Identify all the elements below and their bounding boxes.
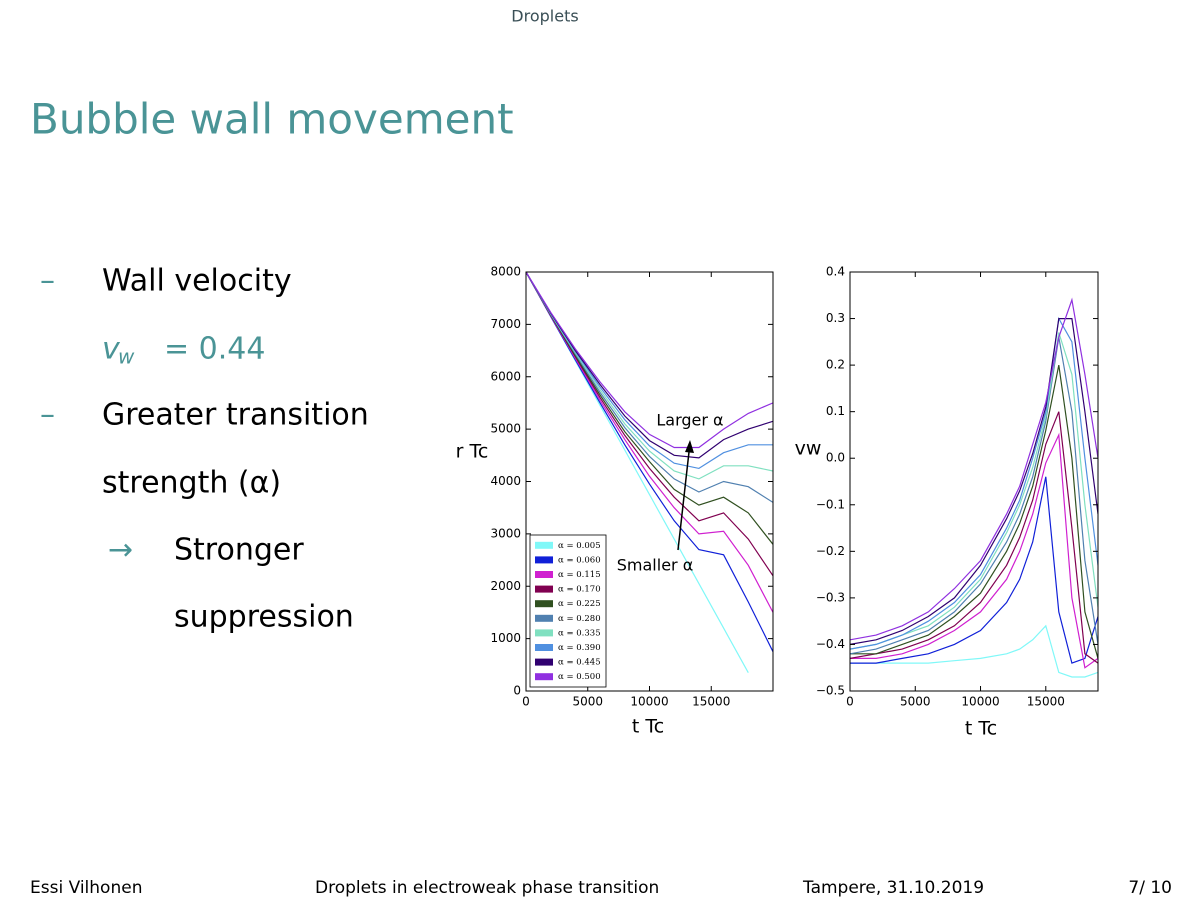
footer-place: Tampere, 31.10.2019 xyxy=(802,878,984,898)
y-tick-label: 7000 xyxy=(490,317,521,331)
math-var: v xyxy=(102,332,121,367)
y-tick-label: 8000 xyxy=(490,265,521,279)
bullet-text: suppression xyxy=(174,600,354,635)
y-tick-label: 6000 xyxy=(490,369,521,383)
series-line xyxy=(850,432,1098,669)
legend-label: α = 0.060 xyxy=(558,555,601,565)
y-axis-label: r Tc xyxy=(456,441,489,463)
legend-label: α = 0.390 xyxy=(558,643,601,653)
annotation: Smaller α xyxy=(617,556,694,575)
y-tick-label: −0.3 xyxy=(816,590,845,604)
legend-label: α = 0.115 xyxy=(558,570,601,580)
x-tick-label: 0 xyxy=(522,695,530,709)
x-axis-label: t Tc xyxy=(965,718,997,740)
series-line xyxy=(850,318,1098,645)
series-line xyxy=(850,476,1098,664)
y-tick-label: 0.2 xyxy=(826,358,845,372)
series-line xyxy=(526,272,773,613)
legend-label: α = 0.280 xyxy=(558,614,601,624)
y-tick-label: 4000 xyxy=(490,474,521,488)
y-tick-label: 0 xyxy=(513,684,521,698)
legend-swatch xyxy=(535,556,553,564)
x-tick-label: 0 xyxy=(846,695,854,709)
x-tick-label: 15000 xyxy=(1027,695,1065,709)
series-line xyxy=(526,272,773,545)
y-tick-label: −0.4 xyxy=(816,637,845,651)
footer-author: Essi Vilhonen xyxy=(30,878,142,898)
legend-swatch xyxy=(535,585,553,593)
charts: 0 5000 10000 15000 0 1000 2000 3000 4000 5000 6000… xyxy=(456,265,1099,740)
legend-label: α = 0.500 xyxy=(558,672,601,682)
math-sub: w xyxy=(118,345,135,369)
x-tick-label: 5000 xyxy=(572,695,603,709)
bullet-text: strength (α) xyxy=(102,466,281,501)
bullet-text: Wall velocity xyxy=(102,264,292,299)
y-tick-label: 5000 xyxy=(490,422,521,436)
series-line xyxy=(850,624,1098,678)
bullet-list: – Wall velocity vw = 0.44 – Greater transitio… xyxy=(40,264,369,635)
y-tick-label: 2000 xyxy=(490,579,521,593)
series-line xyxy=(850,332,1098,650)
series-line xyxy=(526,272,773,652)
series-line xyxy=(526,272,773,449)
y-tick-label: 0.1 xyxy=(826,404,845,418)
y-tick-label: 0.3 xyxy=(826,311,845,325)
legend-swatch xyxy=(535,673,553,681)
annotation-arrow xyxy=(677,442,691,551)
series-line xyxy=(526,272,773,459)
footer-talk: Droplets in electroweak phase transition xyxy=(315,878,659,898)
bullet-marker: – xyxy=(40,398,55,433)
y-tick-label: −0.2 xyxy=(816,544,845,558)
bullet-text: Greater transition xyxy=(102,398,369,433)
legend-swatch xyxy=(535,644,553,651)
arrow-head xyxy=(685,440,694,453)
plot-frame xyxy=(849,271,1099,692)
x-axis-label: t Tc xyxy=(632,716,664,738)
series-line xyxy=(850,364,1098,659)
bullet-marker: – xyxy=(40,264,55,299)
series-line xyxy=(850,411,1098,664)
bullet-marker: → xyxy=(108,533,133,568)
y-tick-label: 0.0 xyxy=(826,451,845,465)
slide-title: Bubble wall movement xyxy=(30,95,514,144)
legend-swatch xyxy=(535,614,553,622)
y-axis-label: vw xyxy=(795,438,822,460)
legend-swatch xyxy=(535,571,553,578)
x-tick-label: 5000 xyxy=(900,695,931,709)
series-line xyxy=(850,316,1098,650)
math-rest: = 0.44 xyxy=(164,332,265,367)
annotation: Larger α xyxy=(656,411,723,430)
legend-label: α = 0.005 xyxy=(558,541,601,551)
legend-swatch xyxy=(535,629,553,637)
legend-swatch xyxy=(535,600,553,608)
legend-label: α = 0.170 xyxy=(558,585,601,595)
legend-swatch xyxy=(535,658,553,666)
series-line xyxy=(850,297,1098,641)
header: Droplets xyxy=(511,7,578,26)
x-tick-label: 15000 xyxy=(692,695,730,709)
x-tick-label: 10000 xyxy=(961,695,999,709)
bullet-text: Stronger xyxy=(174,533,304,568)
legend-swatch xyxy=(535,541,553,549)
legend-label: α = 0.445 xyxy=(558,658,601,668)
y-tick-label: 1000 xyxy=(490,631,521,645)
series-line xyxy=(850,337,1098,655)
y-tick-label: 3000 xyxy=(490,526,521,540)
y-tick-label: −0.5 xyxy=(816,684,845,698)
footer-page: 7/ 10 xyxy=(1128,878,1172,898)
legend-label: α = 0.335 xyxy=(558,628,601,638)
y-tick-label: −0.1 xyxy=(816,497,845,511)
series-line xyxy=(526,272,773,503)
legend-label: α = 0.225 xyxy=(558,599,601,609)
x-tick-label: 10000 xyxy=(630,695,668,709)
y-tick-label: 0.4 xyxy=(826,265,845,279)
